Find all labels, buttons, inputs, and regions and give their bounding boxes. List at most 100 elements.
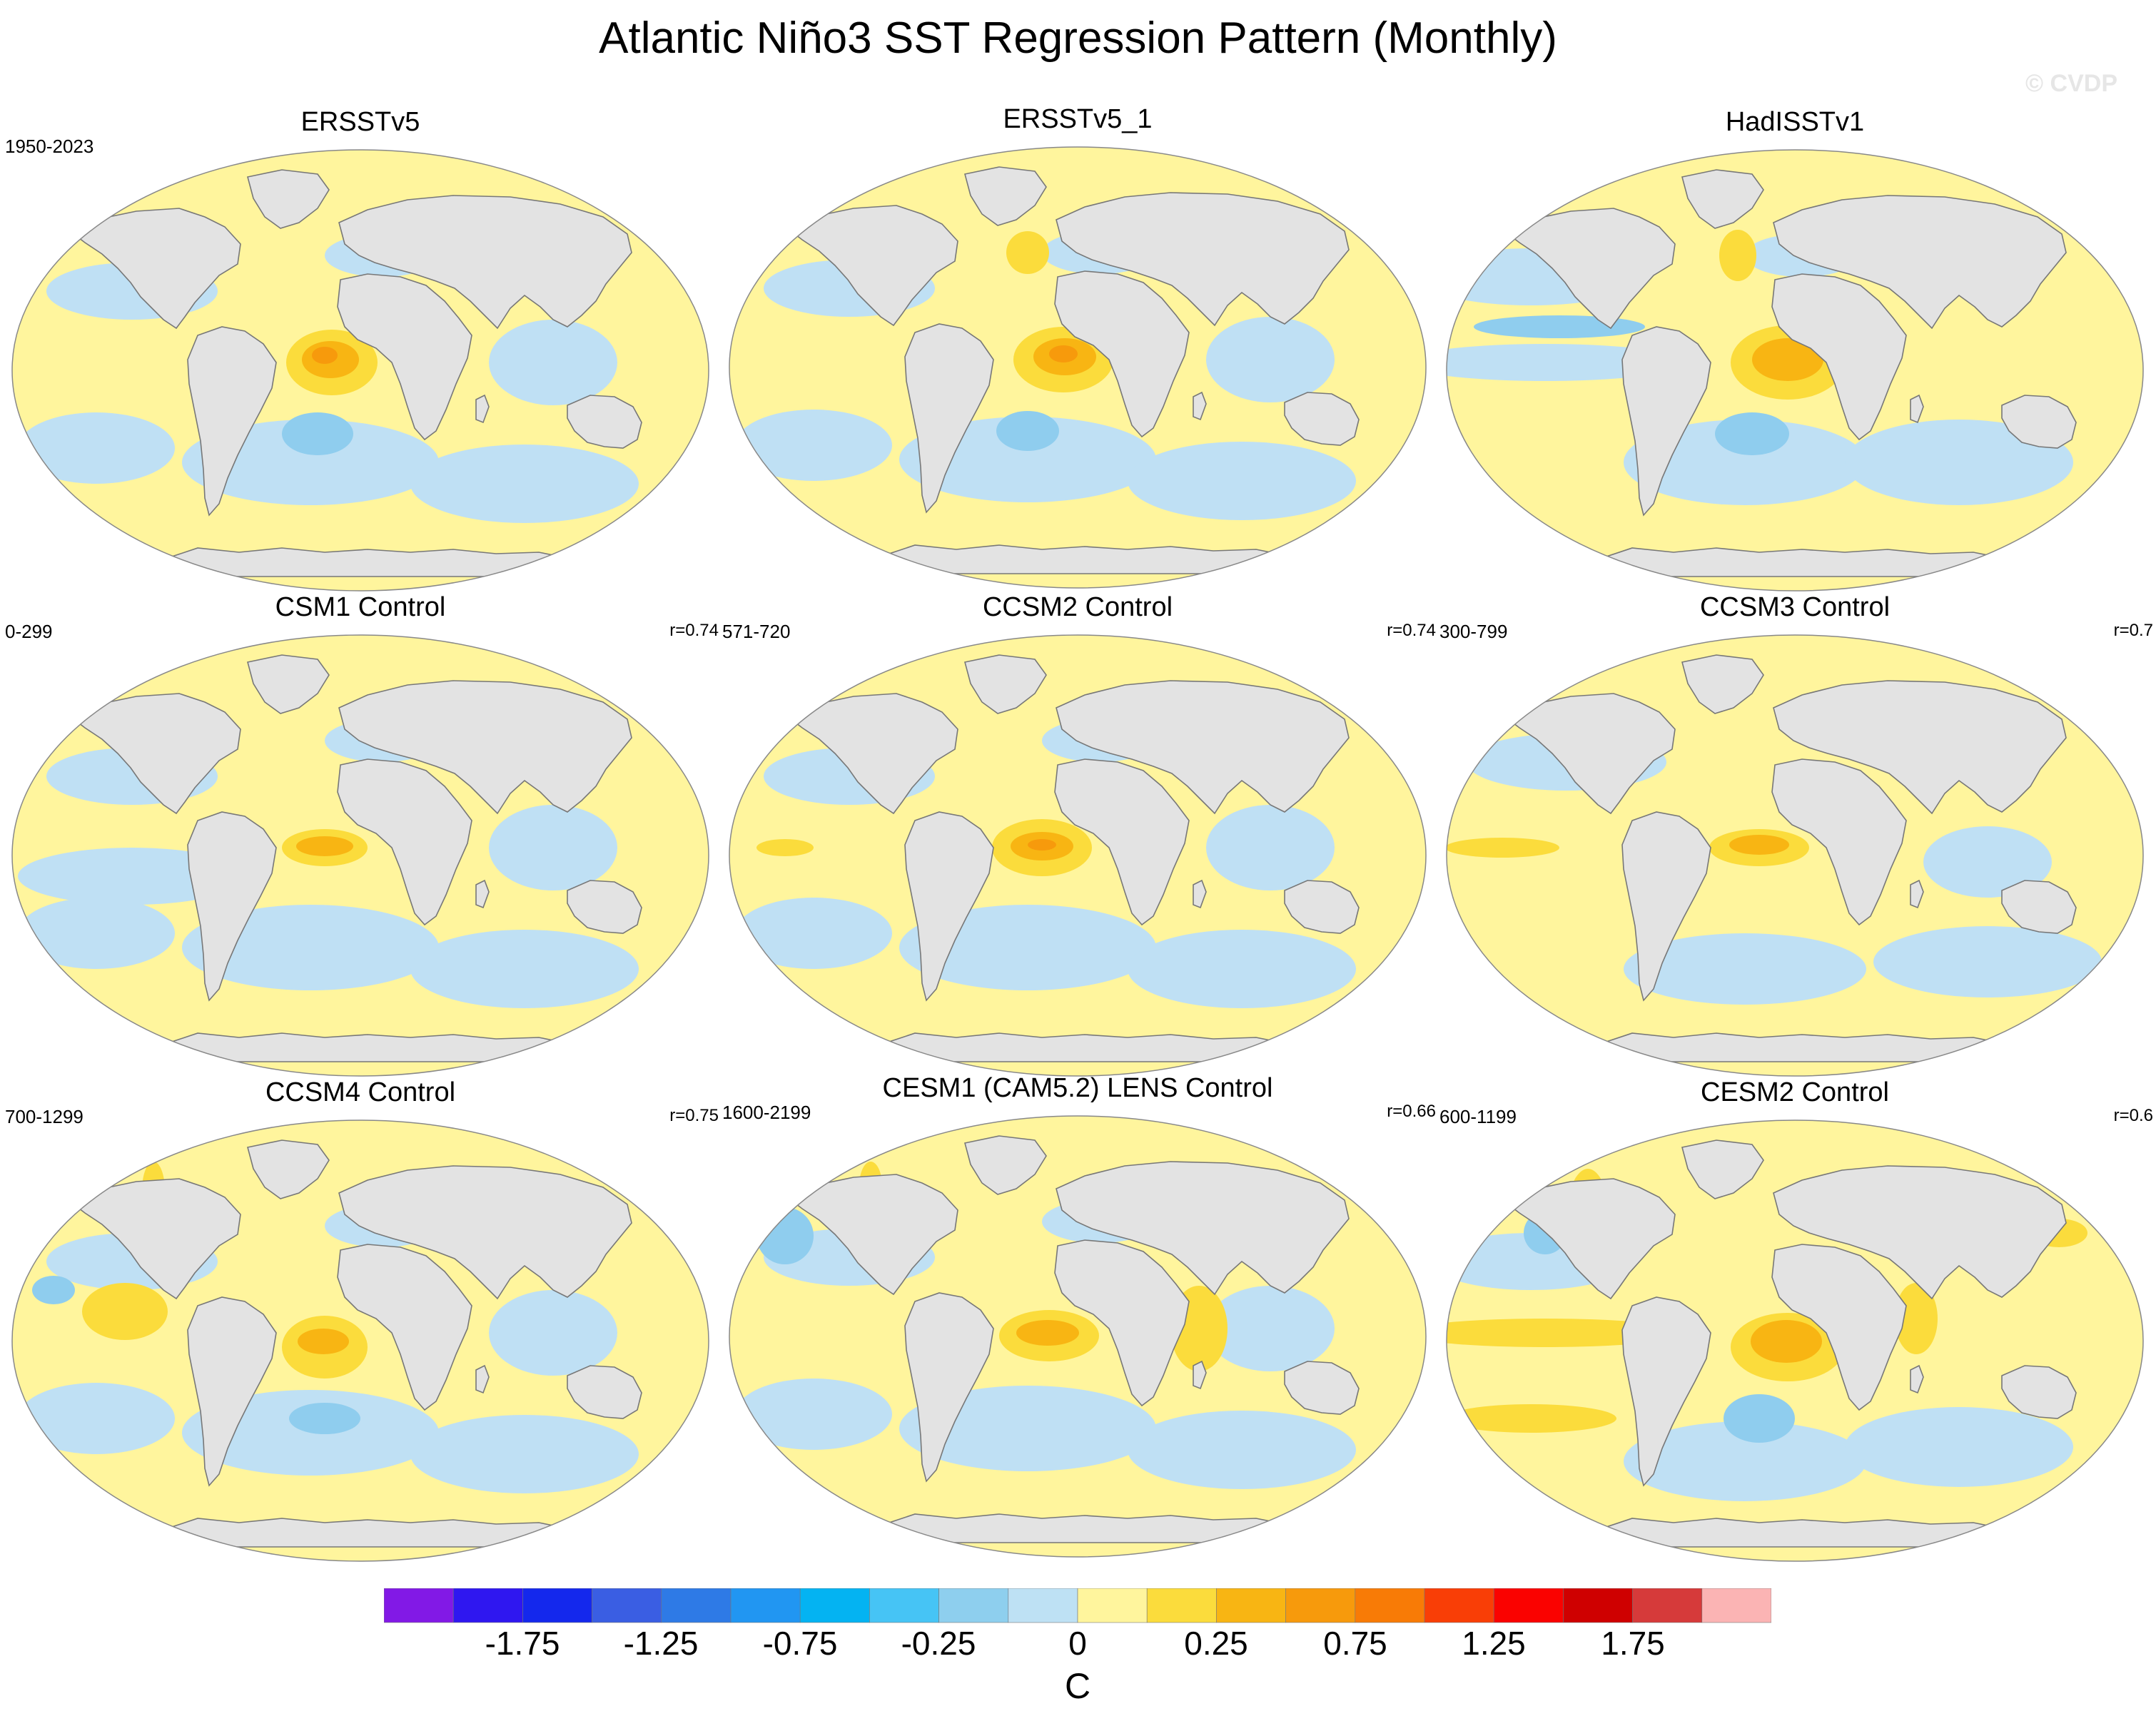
map-panel-cesm1-lens-control: CESM1 (CAM5.2) LENS Control 1600-2199 r=… xyxy=(721,1073,1436,1573)
colorbar-swatch xyxy=(1077,1588,1148,1623)
north-america-land xyxy=(65,208,241,330)
cool-anomaly xyxy=(1923,826,2052,898)
cool-anomaly xyxy=(1724,1394,1795,1443)
warm-anomaly xyxy=(1447,1319,1688,1347)
cool-anomaly xyxy=(735,410,892,481)
panel-correlation: r=0.75 xyxy=(669,1106,719,1125)
antarctica-land xyxy=(866,544,1309,574)
cvdp-watermark: © CVDP xyxy=(2025,70,2117,97)
panel-title: CCSM4 Control xyxy=(265,1077,456,1107)
south-america-land xyxy=(187,1296,277,1487)
colorbar-tick-label: -0.25 xyxy=(901,1625,976,1662)
cool-anomaly xyxy=(282,412,353,455)
cool-anomaly xyxy=(1624,420,1866,505)
warm-anomaly xyxy=(1729,835,1789,855)
cool-anomaly xyxy=(18,1383,175,1454)
madagascar-land xyxy=(1910,394,1924,424)
panel-years: 571-720 xyxy=(722,621,791,642)
warm-anomaly xyxy=(1447,838,1559,858)
greenland-land xyxy=(247,1139,330,1199)
africa-land xyxy=(1054,1239,1190,1407)
africa-land xyxy=(1771,758,1907,926)
madagascar-land xyxy=(1193,879,1207,909)
colorbar-tick-label: 0.25 xyxy=(1184,1625,1248,1662)
madagascar-land xyxy=(475,394,490,424)
greenland-land xyxy=(1681,1139,1764,1199)
cool-anomaly xyxy=(1128,442,1356,520)
north-america-land xyxy=(782,205,958,327)
madagascar-land xyxy=(1193,1360,1207,1390)
cool-anomaly xyxy=(182,420,439,505)
colorbar-tick-label: 0.75 xyxy=(1323,1625,1387,1662)
panel-title: CESM2 Control xyxy=(1701,1077,1889,1107)
africa-land xyxy=(1054,758,1190,926)
warm-anomaly xyxy=(296,836,353,856)
figure-title: Atlantic Niño3 SST Regression Pattern (M… xyxy=(599,14,1557,63)
colorbar-swatch xyxy=(938,1588,1009,1623)
australia-land xyxy=(567,395,642,449)
sst-map xyxy=(11,149,709,592)
europe-asia-land xyxy=(338,680,632,815)
panel-title: CSM1 Control xyxy=(275,592,446,622)
cool-anomaly xyxy=(735,898,892,969)
panel-correlation: r=0.6 xyxy=(2113,1106,2153,1125)
australia-land xyxy=(1284,1361,1360,1415)
warm-anomaly xyxy=(1719,230,1756,281)
map-outline xyxy=(729,1115,1427,1558)
cool-anomaly xyxy=(18,412,175,484)
cool-anomaly xyxy=(489,805,617,890)
antarctica-land xyxy=(866,1032,1309,1062)
map-outline xyxy=(11,149,709,592)
sst-map xyxy=(1446,1120,2144,1562)
colorbar-swatch xyxy=(384,1588,454,1623)
cool-anomaly xyxy=(1128,930,1356,1008)
cool-anomaly xyxy=(289,1403,360,1434)
colorbar-swatch xyxy=(661,1588,732,1623)
cool-anomaly xyxy=(899,1386,1156,1471)
cool-anomaly xyxy=(1206,317,1335,402)
cool-anomaly xyxy=(756,1207,814,1264)
greenland-land xyxy=(964,1135,1047,1195)
sst-map xyxy=(1446,149,2144,592)
antarctica-land xyxy=(149,547,592,577)
south-america-land xyxy=(1621,326,1711,517)
australia-land xyxy=(567,1365,642,1419)
north-america-land xyxy=(1499,1178,1676,1300)
europe-asia-land xyxy=(338,1165,632,1300)
africa-land xyxy=(1054,270,1190,438)
colorbar-swatch xyxy=(1563,1588,1633,1623)
colorbar-swatch xyxy=(1493,1588,1564,1623)
europe-asia-land xyxy=(1773,1165,2067,1300)
cool-anomaly xyxy=(1873,926,2102,997)
colorbar-tick-label: 1.25 xyxy=(1462,1625,1526,1662)
colorbar-tick-label: -1.75 xyxy=(485,1625,560,1662)
australia-land xyxy=(1284,392,1360,446)
sst-map xyxy=(729,146,1427,589)
map-panel-ccsm2-control: CCSM2 Control 571-720 r=0.74 xyxy=(721,592,1436,1092)
map-outline xyxy=(1446,149,2144,592)
colorbar-swatch xyxy=(1701,1588,1771,1623)
north-america-land xyxy=(782,1174,958,1296)
warm-anomaly xyxy=(1049,345,1078,362)
cool-anomaly xyxy=(489,1290,617,1376)
madagascar-land xyxy=(1910,879,1924,909)
cool-anomaly xyxy=(899,417,1156,502)
panel-title: CESM1 (CAM5.2) LENS Control xyxy=(882,1073,1273,1103)
map-outline xyxy=(1446,1120,2144,1562)
colorbar-swatch xyxy=(452,1588,523,1623)
madagascar-land xyxy=(475,1364,490,1394)
sst-map xyxy=(729,1115,1427,1558)
warm-anomaly xyxy=(82,1283,168,1340)
colorbar xyxy=(384,1588,1771,1623)
panel-years: 300-799 xyxy=(1439,621,1508,642)
europe-asia-land xyxy=(1056,192,1350,327)
warm-anomaly xyxy=(312,347,338,364)
cool-anomaly xyxy=(1715,412,1789,455)
south-america-land xyxy=(904,811,994,1002)
colorbar-tick-label: -0.75 xyxy=(762,1625,838,1662)
south-america-land xyxy=(187,326,277,517)
colorbar-swatch xyxy=(1424,1588,1494,1623)
europe-asia-land xyxy=(1056,680,1350,815)
africa-land xyxy=(1771,1244,1907,1411)
sst-map xyxy=(1446,634,2144,1077)
